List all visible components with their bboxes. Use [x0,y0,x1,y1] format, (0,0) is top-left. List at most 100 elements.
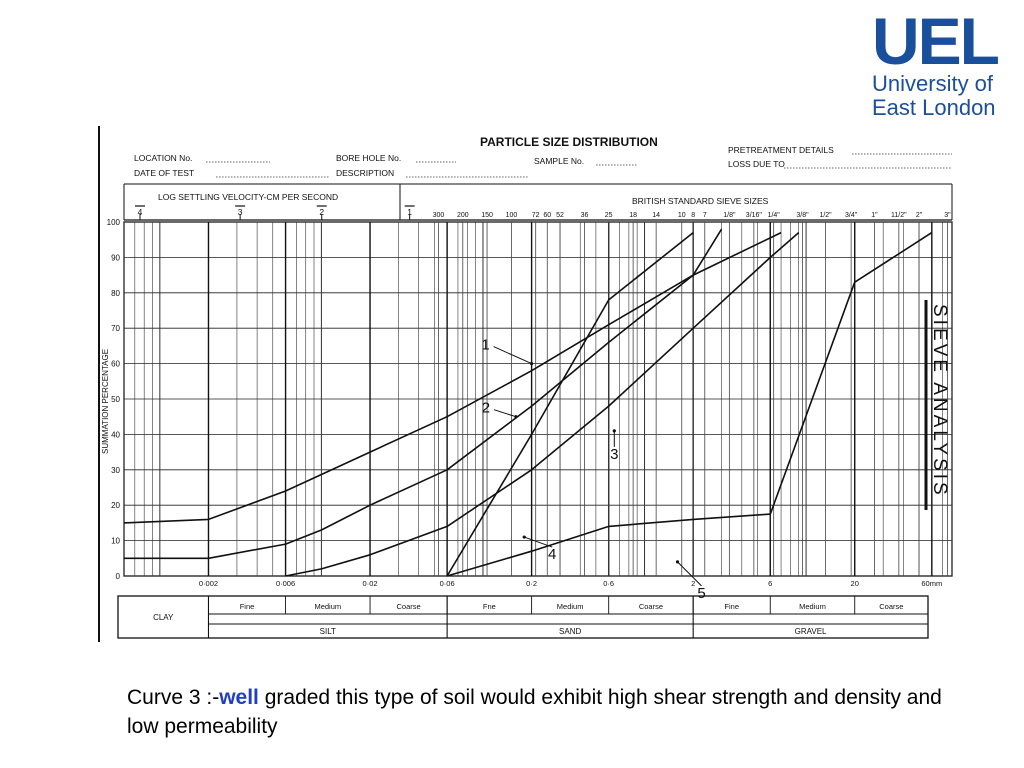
annotation-arrow [524,536,553,548]
sieve-tick-label: 36 [581,212,589,219]
annotation-arrowhead [514,415,518,419]
particle-size-sheet: PARTICLE SIZE DISTRIBUTION LOCATION No. … [94,124,964,659]
class-primary-label: CLAY [153,613,174,622]
y-tick-label: 30 [111,466,120,475]
x-tick-label: 0·002 [199,579,218,588]
y-tick-label: 0 [116,572,121,581]
sieve-tick-label: 200 [457,212,469,219]
sieve-tick-label: 3/16" [746,212,763,219]
sieve-tick-label: 150 [481,212,493,219]
y-tick-label: 20 [111,501,120,510]
class-sub-label: Coarse [396,602,420,611]
annotation-label: 3 [610,446,618,463]
x-tick-label: 0·2 [526,579,537,588]
sieve-tick-label: 10 [678,212,686,219]
sieve-tick-label: 3/8" [796,212,809,219]
velocity-title: LOG SETTLING VELOCITY-CM PER SECOND [158,192,338,202]
annotation-arrowhead [530,362,534,366]
sieve-tick-label: 1/8" [723,212,736,219]
caption-rest: graded this type of soil would exhibit h… [127,686,942,738]
chart-annotations: 1 2 3 4 5 [481,337,705,602]
sieve-tick-label: 25 [605,212,613,219]
sieve-tick-label: 3" [944,212,951,219]
sieve-tick-label: 2" [916,212,923,219]
sieve-tick-label: 60 [543,212,551,219]
y-tick-label: 70 [111,324,120,333]
curve-1 [123,228,723,524]
x-tick-label: 6 [768,579,772,588]
particle-size-chart: PARTICLE SIZE DISTRIBUTION LOCATION No. … [94,124,964,659]
sieve-tick-label: 1/4" [768,212,781,219]
annotation-arrow [493,409,517,418]
curve-2 [124,231,782,560]
curve-4 [446,231,694,577]
caption-prefix: Curve 3 :- [127,686,220,709]
x-tick-label: 0·006 [276,579,295,588]
form-date: DATE OF TEST [134,168,194,178]
class-sub-label: Fine [724,602,739,611]
annotation-arrowhead [522,535,526,539]
sieve-tick-label: 1/2" [819,212,832,219]
chart-series [123,228,933,577]
annotation-arrowhead [675,560,680,564]
sieve-title: BRITISH STANDARD SIEVE SIZES [632,196,769,206]
annotation-arrow [493,346,532,365]
form-borehole: BORE HOLE No. [336,153,401,163]
logo-line-1: University of [872,71,994,96]
y-tick-label: 80 [111,289,120,298]
y-tick-label: 10 [111,537,120,546]
annotation-label: 4 [548,546,556,563]
x-tick-label: 0·06 [440,579,455,588]
sieve-tick-label: 300 [433,212,445,219]
class-sub-label: Medium [799,602,826,611]
form-loss: LOSS DUE TO [728,159,785,169]
logo-line-2: East London [872,95,996,120]
class-primary-label: SAND [559,627,581,636]
annotation-label: 5 [697,585,705,602]
y-axis-label: SUMMATION PERCENTAGE [101,349,110,454]
annotation-arrowhead [612,429,616,433]
sieve-tick-label: 100 [506,212,518,219]
annotation-label: 1 [481,337,489,354]
y-tick-label: 90 [111,253,120,262]
form-location: LOCATION No. [134,153,192,163]
velocity-tick-label: 1 [407,207,412,217]
x-tick-label: 20 [851,579,859,588]
form-pretreatment: PRETREATMENT DETAILS [728,145,834,155]
annotation-arrow [677,561,702,587]
velocity-tick-label: 3 [238,207,243,217]
sieve-tick-label: 3/4" [845,212,858,219]
sieve-analysis-side-label: SIEVE ANALYSIS [924,300,950,510]
curve-5 [446,231,933,577]
annotation-label: 2 [482,400,490,417]
sieve-tick-label: 14 [652,212,660,219]
y-tick-label: 60 [111,360,120,369]
x-tick-label: 60mm [921,579,942,588]
y-tick-label: 40 [111,430,120,439]
logo-mark: UEL [872,4,1000,78]
sieve-tick-label: 1" [871,212,878,219]
form-description: DESCRIPTION [336,168,394,178]
side-label-text: SIEVE ANALYSIS [929,304,950,498]
class-primary-label: SILT [320,627,336,636]
class-sub-label: Coarse [879,602,903,611]
curve-3 [285,231,800,577]
class-sub-label: Fne [483,602,496,611]
class-sub-label: Fine [240,602,255,611]
sieve-tick-label: 52 [556,212,564,219]
sieve-tick-label: 72 [532,212,540,219]
class-sub-label: Medium [314,602,341,611]
sieve-tick-label: 8 [691,212,695,219]
x-tick-label: 2 [691,579,695,588]
x-tick-label: 0·6 [603,579,614,588]
form-sample: SAMPLE No. [534,156,584,166]
y-tick-label: 50 [111,395,120,404]
caption-emphasis: well [219,686,259,709]
uel-logo: UEL University of East London [872,4,1018,122]
classification-frame [117,595,929,639]
form-title: PARTICLE SIZE DISTRIBUTION [480,135,658,149]
classification-table: CLAY SILT SAND GRAVEL Fine Medium Coarse Fne Med… [117,595,929,639]
chart-ticks: 0 10 20 30 40 50 60 70 80 90 100 0·002 0·006 0·02 0·06… [107,205,951,588]
class-sub-label: Coarse [639,602,663,611]
y-tick-label: 100 [107,218,121,227]
